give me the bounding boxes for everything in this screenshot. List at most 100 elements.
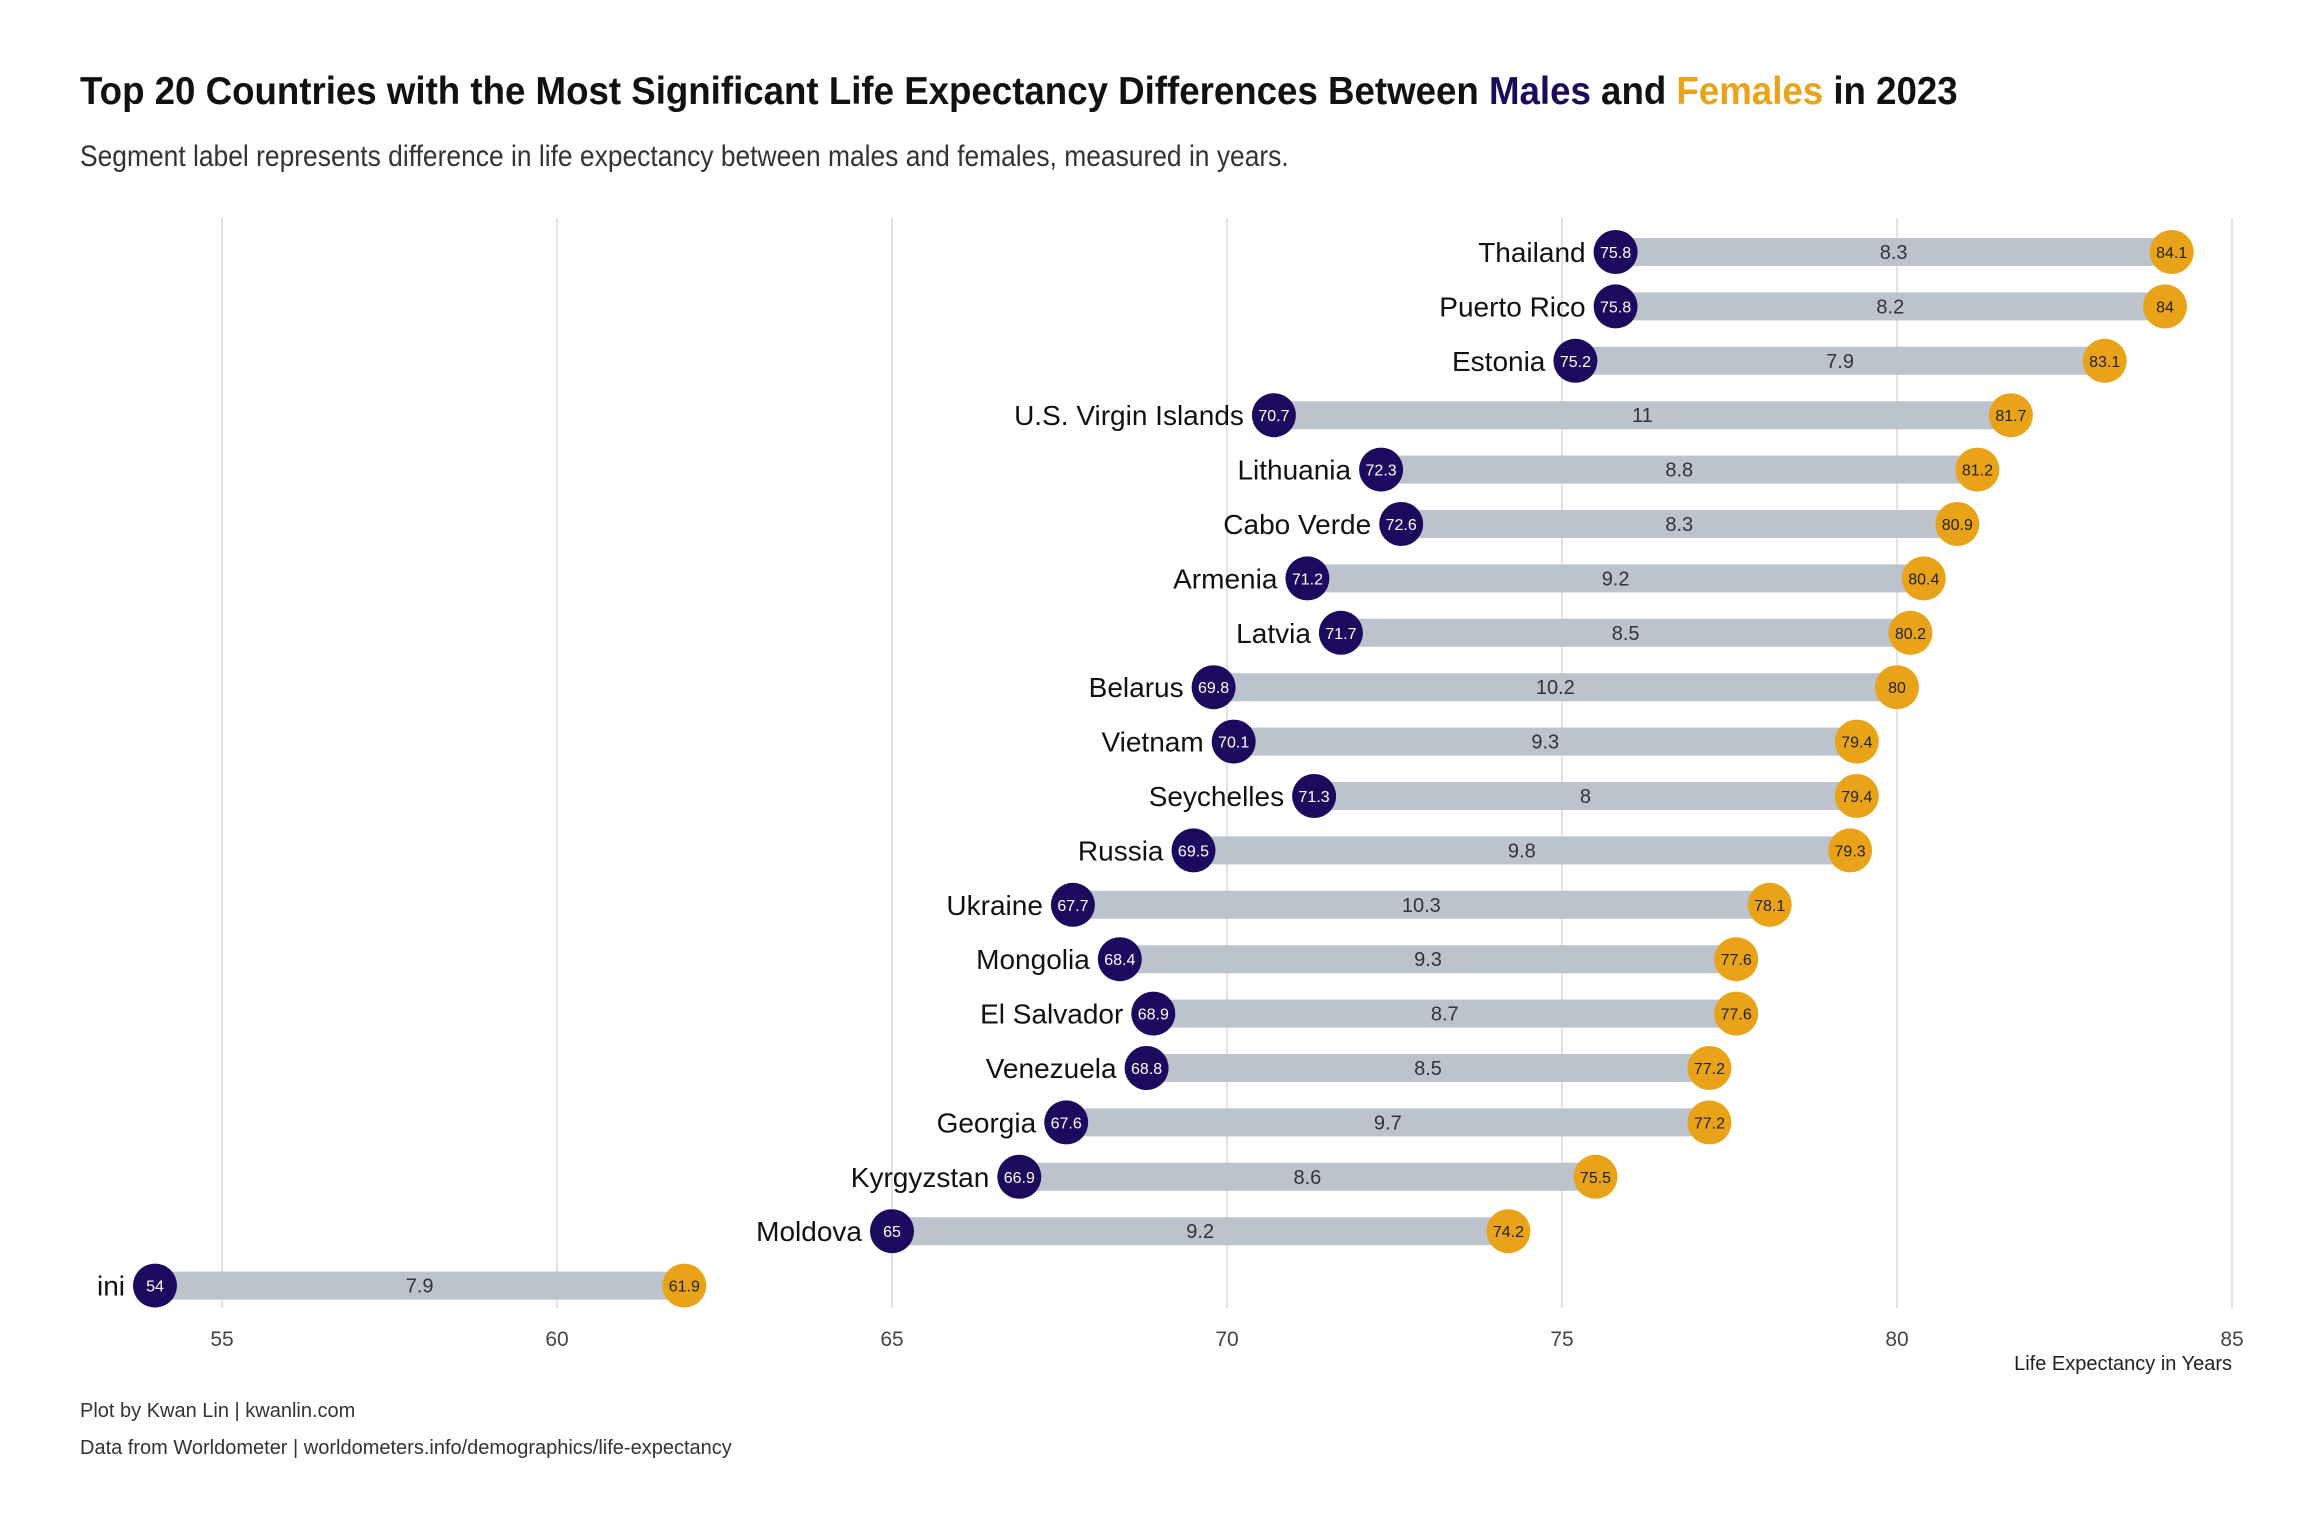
- male-value-label: 71.7: [1325, 626, 1356, 643]
- country-row: 7.9 54 61.9 ini: [97, 1263, 707, 1308]
- female-point: [1935, 502, 1980, 546]
- male-value-label: 68.9: [1138, 1007, 1169, 1024]
- male-value-label: 68.4: [1104, 952, 1135, 969]
- difference-label: 9.2: [1602, 568, 1630, 590]
- female-value-label: 79.4: [1841, 735, 1872, 752]
- x-tick-label: 75: [1550, 1328, 1573, 1351]
- male-point: [870, 1209, 914, 1254]
- gridlines: [221, 218, 2233, 1308]
- male-point: [133, 1263, 177, 1308]
- difference-label: 10.2: [1536, 677, 1575, 699]
- female-point: [1988, 393, 2033, 438]
- country-label: Kyrgyzstan: [851, 1162, 990, 1193]
- male-value-label: 54: [146, 1279, 164, 1296]
- male-point: [1593, 284, 1638, 329]
- country-label: El Salvador: [980, 999, 1123, 1030]
- female-value-label: 84.1: [2156, 245, 2187, 262]
- male-point: [1050, 882, 1095, 927]
- male-point: [1097, 937, 1142, 982]
- country-row: 8.7 68.9 77.6 El Salvador: [980, 991, 1759, 1036]
- female-value-label: 78.1: [1754, 898, 1785, 915]
- female-point: [1834, 719, 1879, 764]
- male-value-label: 72.3: [1366, 463, 1397, 480]
- male-point: [1124, 1046, 1169, 1090]
- title-prefix: Top 20 Countries with the Most Significa…: [80, 70, 1489, 113]
- country-row: 8.5 71.7 80.2 Latvia: [1236, 610, 1933, 655]
- country-row: 10.2 69.8 80 Belarus: [1089, 665, 1919, 710]
- male-point: [1251, 393, 1296, 438]
- country-label: Seychelles: [1149, 781, 1284, 812]
- country-row: 9.2 71.2 80.4 Armenia: [1173, 556, 1946, 601]
- female-value-label: 61.9: [669, 1279, 700, 1296]
- difference-label: 8.5: [1612, 623, 1640, 645]
- male-value-label: 75.8: [1600, 245, 1631, 262]
- chart-subtitle: Segment label represents difference in l…: [80, 140, 1289, 173]
- country-label: U.S. Virgin Islands: [1014, 400, 1244, 431]
- female-point: [1747, 882, 1792, 927]
- male-value-label: 69.5: [1178, 843, 1209, 860]
- country-label: Cabo Verde: [1223, 509, 1371, 540]
- male-point: [1285, 556, 1330, 601]
- difference-label: 8.7: [1431, 1004, 1459, 1026]
- x-tick-label: 70: [1215, 1328, 1238, 1351]
- country-label: Ukraine: [946, 890, 1042, 921]
- x-tick-label: 55: [210, 1328, 233, 1351]
- country-label: Russia: [1078, 835, 1164, 866]
- country-row: 9.3 70.1 79.4 Vietnam: [1101, 719, 1879, 764]
- male-value-label: 75.2: [1560, 354, 1591, 371]
- country-row: 9.8 69.5 79.3 Russia: [1078, 828, 1873, 873]
- difference-label: 9.2: [1186, 1221, 1214, 1243]
- difference-label: 8: [1580, 786, 1591, 808]
- female-point: [2143, 284, 2187, 329]
- female-value-label: 80.2: [1895, 626, 1926, 643]
- country-row: 9.3 68.4 77.6 Mongolia: [976, 937, 1759, 982]
- male-value-label: 70.1: [1218, 735, 1249, 752]
- male-point: [1211, 719, 1256, 764]
- male-point: [1553, 338, 1598, 383]
- difference-label: 9.7: [1374, 1112, 1402, 1134]
- female-value-label: 81.2: [1962, 463, 1993, 480]
- caption-author: Plot by Kwan Lin | kwanlin.com: [80, 1400, 356, 1422]
- difference-label: 7.9: [406, 1276, 434, 1298]
- female-point: [1687, 1100, 1732, 1145]
- x-tick-label: 65: [880, 1328, 903, 1351]
- female-point: [1888, 610, 1933, 655]
- title-suffix: in 2023: [1823, 70, 1958, 113]
- difference-label: 8.8: [1665, 460, 1693, 482]
- difference-label: 11: [1632, 405, 1653, 427]
- x-tick-label: 60: [545, 1328, 568, 1351]
- country-label: Puerto Rico: [1439, 291, 1585, 322]
- country-row: 8.2 75.8 84 Puerto Rico: [1439, 284, 2187, 329]
- country-row: 8.5 68.8 77.2 Venezuela: [986, 1046, 1732, 1090]
- country-label: Latvia: [1236, 618, 1311, 649]
- female-point: [1486, 1209, 1531, 1254]
- female-point: [1875, 665, 1919, 710]
- female-value-label: 79.3: [1835, 843, 1866, 860]
- male-value-label: 67.7: [1057, 898, 1088, 915]
- male-value-label: 65: [883, 1224, 901, 1241]
- male-value-label: 72.6: [1386, 517, 1417, 534]
- female-value-label: 77.6: [1721, 1007, 1752, 1024]
- country-row: 10.3 67.7 78.1 Ukraine: [946, 882, 1792, 927]
- female-value-label: 83.1: [2089, 354, 2120, 371]
- female-value-label: 79.4: [1841, 789, 1872, 806]
- difference-label: 8.2: [1876, 296, 1904, 318]
- title-males-word: Males: [1488, 70, 1591, 113]
- difference-label: 8.3: [1880, 242, 1908, 264]
- male-value-label: 68.8: [1131, 1061, 1162, 1078]
- title-females-word: Females: [1676, 70, 1824, 113]
- female-value-label: 75.5: [1580, 1170, 1611, 1187]
- male-value-label: 69.8: [1198, 680, 1229, 697]
- female-value-label: 74.2: [1493, 1224, 1524, 1241]
- country-row: 8.3 75.8 84.1 Thailand: [1478, 230, 2194, 274]
- female-value-label: 80.9: [1942, 517, 1973, 534]
- country-row: 8.6 66.9 75.5 Kyrgyzstan: [851, 1154, 1618, 1199]
- male-point: [1359, 447, 1404, 492]
- country-row: 7.9 75.2 83.1 Estonia: [1452, 338, 2127, 383]
- x-tick-label: 80: [1885, 1328, 1908, 1351]
- country-label: Armenia: [1173, 563, 1278, 594]
- country-label: Estonia: [1452, 346, 1546, 377]
- difference-label: 9.3: [1414, 949, 1442, 971]
